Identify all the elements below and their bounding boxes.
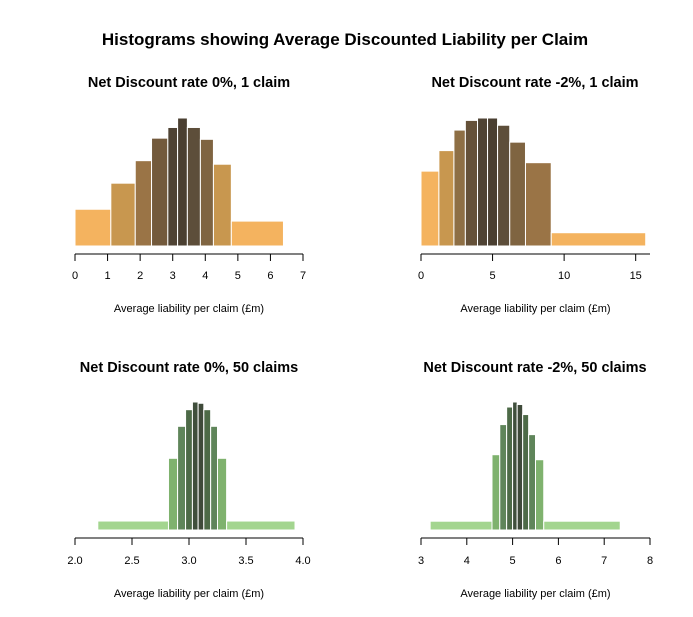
histogram-bar [487, 117, 499, 247]
histogram-bar [134, 160, 153, 247]
x-tick-label: 5 [490, 270, 496, 282]
histogram-bar [528, 434, 537, 531]
histogram-panel: Net Discount rate 0%, 50 claims 2.0 2.5 3.0… [67, 360, 310, 600]
histogram-bar [167, 126, 179, 247]
x-tick-label: 6 [555, 555, 561, 567]
histogram-bar [97, 520, 169, 531]
histogram-bar [543, 520, 621, 531]
histogram-bar [506, 406, 514, 531]
panel-title: Net Discount rate -2%, 50 claims [423, 360, 646, 376]
x-axis-label: Average liability per claim (£m) [460, 588, 610, 600]
x-tick-label: 7 [601, 555, 607, 567]
histogram-bar [167, 457, 179, 531]
histogram-bar [497, 124, 511, 247]
histogram-bar [512, 401, 518, 531]
x-axis-label: Average liability per claim (£m) [114, 303, 264, 315]
histogram-bar [499, 424, 508, 531]
histogram-bar [524, 162, 552, 247]
x-tick-label: 4.0 [295, 555, 310, 567]
x-tick-label: 5 [235, 270, 241, 282]
histogram-bar [210, 425, 219, 531]
x-tick-label: 2.0 [67, 555, 82, 567]
x-tick-label: 4 [202, 270, 208, 282]
panel-title: Net Discount rate 0%, 50 claims [80, 360, 298, 376]
figure-title: Histograms showing Average Discounted Li… [102, 30, 588, 49]
histogram-bar [420, 170, 440, 247]
histogram-bar [477, 117, 489, 247]
histogram-panel: Net Discount rate -2%, 50 claims 3 4 5 6 7 8 Av… [418, 360, 653, 600]
x-tick-label: 10 [558, 270, 570, 282]
histogram-bar [203, 409, 212, 531]
histogram-bar [522, 414, 530, 531]
histogram-bar [464, 119, 479, 247]
x-tick-label: 6 [267, 270, 273, 282]
x-tick-label: 0 [72, 270, 78, 282]
histogram-bar [177, 425, 187, 531]
panel-title: Net Discount rate -2%, 1 claim [431, 75, 638, 91]
x-tick-label: 4 [464, 555, 470, 567]
histogram-bar [191, 401, 199, 531]
histogram-bar [491, 454, 501, 531]
histogram-panel: Net Discount rate 0%, 1 claim 0 1 2 3 4 5 6 7 Ave… [72, 75, 306, 315]
panel-title: Net Discount rate 0%, 1 claim [88, 75, 290, 91]
x-tick-label: 0 [418, 270, 424, 282]
histogram-bar [177, 117, 188, 247]
histogram-bar [550, 232, 647, 247]
histogram-bar [197, 402, 205, 531]
histogram-bar [226, 520, 296, 531]
x-tick-label: 1 [105, 270, 111, 282]
x-tick-label: 8 [647, 555, 653, 567]
histogram-bar [217, 457, 228, 531]
x-tick-label: 3 [170, 270, 176, 282]
histogram-bar [151, 137, 169, 247]
histogram-bar [110, 182, 136, 247]
x-tick-label: 3.5 [238, 555, 253, 567]
histogram-bar [453, 129, 466, 247]
x-tick-label: 2 [137, 270, 143, 282]
histogram-bar [74, 208, 112, 247]
histogram-bar [186, 126, 201, 247]
histogram-bar [212, 163, 232, 247]
x-tick-label: 3 [418, 555, 424, 567]
histogram-bar [199, 138, 214, 247]
histogram-bar [509, 141, 526, 247]
histogram-bar [429, 520, 493, 531]
histogram-panel: Net Discount rate -2%, 1 claim 0 5 10 15 Aver… [418, 75, 650, 315]
x-tick-label: 3.0 [181, 555, 196, 567]
histogram-bar [230, 220, 284, 247]
histogram-bar [516, 404, 524, 531]
histogram-bar [185, 409, 193, 531]
panels: Net Discount rate 0%, 1 claim 0 1 2 3 4 5 6 7 Ave… [67, 75, 653, 600]
histogram-bar [438, 150, 455, 247]
x-axis-label: Average liability per claim (£m) [460, 303, 610, 315]
x-tick-label: 7 [300, 270, 306, 282]
x-tick-label: 5 [510, 555, 516, 567]
x-axis-label: Average liability per claim (£m) [114, 588, 264, 600]
x-tick-label: 15 [630, 270, 642, 282]
x-tick-label: 2.5 [124, 555, 139, 567]
histogram-bar [535, 459, 545, 531]
